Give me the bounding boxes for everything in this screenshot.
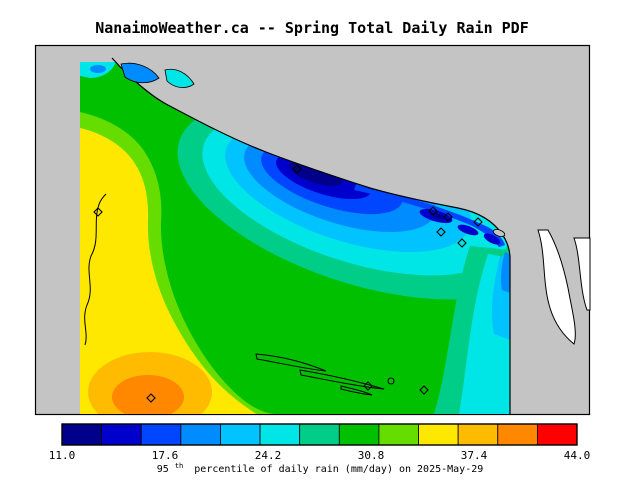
water-channel [164,68,195,88]
inlet-white [537,229,576,345]
contour-coast-navy-patch [457,224,479,236]
colorbar-segment [497,423,538,446]
inlet-white [573,237,591,311]
water-channel [120,62,160,84]
colorbar-tick-label: 11.0 [49,449,76,462]
colorbar-tick-label: 24.2 [255,449,282,462]
colorbar-segment [457,423,499,446]
station-marker [146,393,156,403]
station-marker [93,207,103,217]
colorbar-segment [299,423,340,446]
contour-band-blue-right-edge [501,252,510,293]
colorbar-segment [378,423,419,446]
station-markers [93,164,483,403]
map-panel [34,44,591,416]
colorbar-tick-label: 37.4 [461,449,488,462]
station-marker [473,217,483,227]
colorbar-segment [61,423,103,446]
station-marker [443,212,453,222]
station-marker [292,164,302,174]
figure-title: NanaimoWeather.ca -- Spring Total Daily … [95,19,528,37]
colorbar-segment [338,423,380,446]
station-marker [436,227,446,237]
station-marker [363,381,373,391]
island-outline [340,385,373,396]
island-outline [255,353,327,372]
contour-topleft-blue-dot [90,65,106,73]
station-marker [457,238,467,248]
scale-caption: 95 th percentile of daily rain (mm/day) … [157,460,484,475]
colorbar-segment [259,423,301,446]
contour-band-darknavy-core [289,160,343,186]
caption-part1: 95 [157,464,169,475]
caption-part2: percentile of daily rain (mm/day) on 202… [194,464,483,475]
station-marker [428,206,438,216]
colorbar: 11.0 17.6 24.2 30.8 37.4 44.0 [49,423,591,462]
colorbar-segment [180,423,221,446]
colorbar-tick-label: 17.6 [152,449,179,462]
colorbar-segment [220,423,261,446]
colorbar-segment [536,423,578,446]
colorbar-segment [140,423,182,446]
contour-coast-darknavy-patch [431,212,445,220]
colorbar-frame [61,423,578,446]
colorbar-segment [418,423,459,446]
small-island-gray [492,229,506,237]
coastline-left-detail [84,193,107,346]
contour-coast-blue-strip [354,184,505,247]
colorbar-tick-label: 44.0 [564,449,591,462]
contour-band-yellow [80,128,256,414]
colorbar-tick-label: 30.8 [358,449,385,462]
island-outline [387,377,395,385]
island-outline [299,369,385,390]
caption-superscript: th [175,462,183,470]
colorbar-segment [101,423,142,446]
station-marker [419,385,429,395]
contour-coast-navy-patch [483,233,501,245]
